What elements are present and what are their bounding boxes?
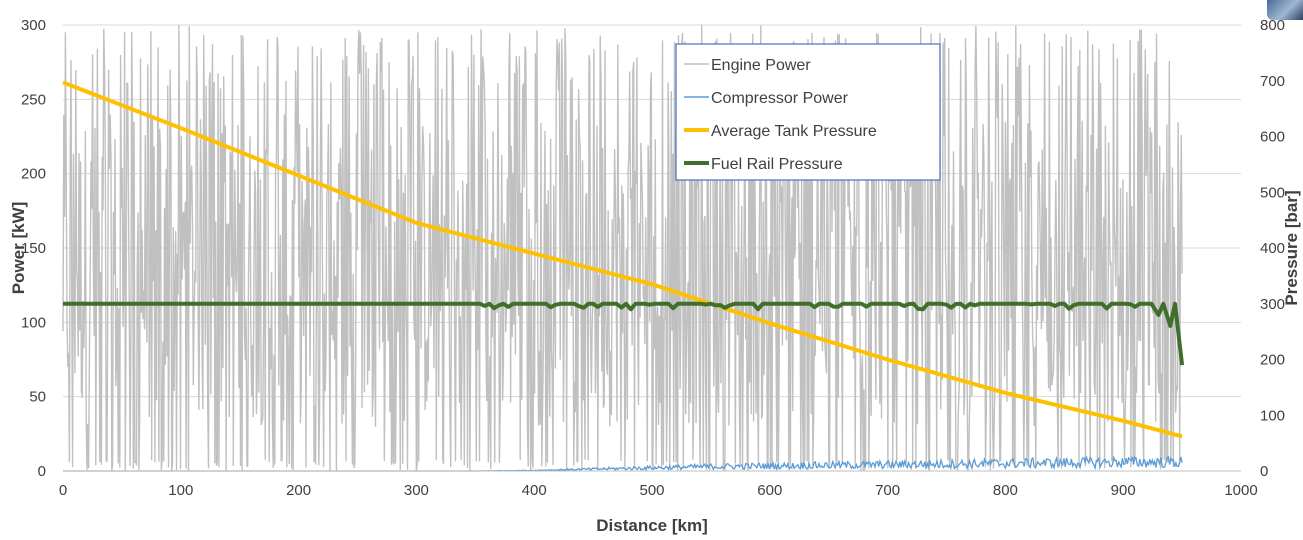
x-tick-label: 400 xyxy=(522,482,547,499)
y-left-tick-label: 250 xyxy=(21,91,46,108)
x-tick-label: 700 xyxy=(875,482,900,499)
x-tick-label: 600 xyxy=(757,482,782,499)
series-average-tank-pressure xyxy=(62,80,1183,439)
legend-label: Compressor Power xyxy=(711,90,849,107)
series-engine-power xyxy=(62,24,1183,472)
y-right-tick-label: 300 xyxy=(1260,296,1285,313)
y-right-tick-label: 200 xyxy=(1260,352,1285,369)
y-right-tick-label: 600 xyxy=(1260,129,1285,146)
y-right-tick-label: 400 xyxy=(1260,240,1285,257)
legend-box xyxy=(675,43,941,181)
legend-label: Fuel Rail Pressure xyxy=(711,156,843,173)
x-tick-label: 100 xyxy=(168,482,193,499)
y-right-tick-label: 800 xyxy=(1260,17,1285,34)
y-left-tick-label: 300 xyxy=(21,17,46,34)
x-tick-label: 500 xyxy=(639,482,664,499)
legend-label: Engine Power xyxy=(711,57,811,74)
x-tick-label: 300 xyxy=(404,482,429,499)
y-left-tick-label: 100 xyxy=(21,314,46,331)
y-right-tick-label: 700 xyxy=(1260,73,1285,90)
y-right-tick-label: 0 xyxy=(1260,463,1268,480)
y-right-tick-label: 100 xyxy=(1260,407,1285,424)
x-tick-label: 900 xyxy=(1111,482,1136,499)
corner-thumbnail xyxy=(1267,0,1303,20)
legend-label: Average Tank Pressure xyxy=(711,123,877,140)
x-axis-title: Distance [km] xyxy=(596,516,707,535)
series-fuel-rail-pressure xyxy=(63,301,1185,366)
y-right-tick-label: 500 xyxy=(1260,184,1285,201)
x-tick-label: 1000 xyxy=(1224,482,1257,499)
x-tick-label: 800 xyxy=(993,482,1018,499)
y-axis-title-right: Pressure [bar] xyxy=(1282,190,1301,305)
y-left-tick-label: 50 xyxy=(29,389,46,406)
y-left-tick-label: 150 xyxy=(21,240,46,257)
y-left-tick-label: 200 xyxy=(21,166,46,183)
x-tick-label: 0 xyxy=(59,482,67,499)
x-tick-label: 200 xyxy=(286,482,311,499)
y-left-tick-label: 0 xyxy=(38,463,46,480)
y-axis-title-left: Power [kW] xyxy=(9,202,28,295)
